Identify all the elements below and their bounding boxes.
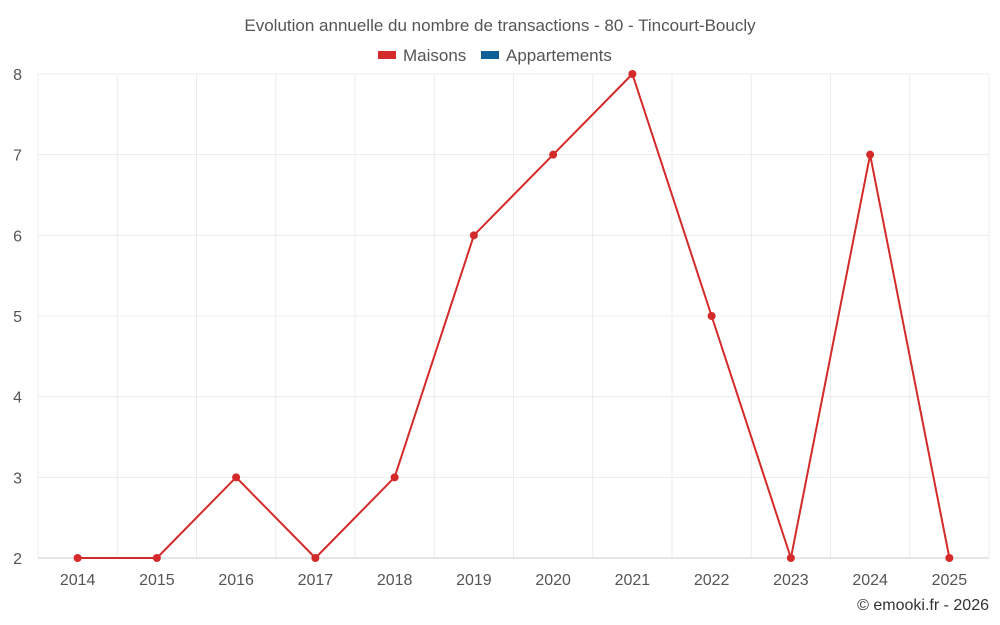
data-point-maisons-2014[interactable] <box>73 554 82 562</box>
data-point-maisons-2022[interactable] <box>707 312 716 320</box>
x-tick-label-2024: 2024 <box>852 572 888 589</box>
data-point-maisons-2019[interactable] <box>469 231 478 240</box>
x-tick-label-2017: 2017 <box>298 572 334 589</box>
y-tick-label-6: 6 <box>13 228 22 245</box>
data-point-maisons-2020[interactable] <box>549 150 558 159</box>
y-tick-label-5: 5 <box>13 309 22 326</box>
x-axis-ticks: 2014 2015 2016 2017 2018 2019 2020 2021 2022 2023… <box>60 572 967 589</box>
data-point-maisons-2023[interactable] <box>786 554 795 562</box>
legend-item-maisons[interactable]: Maisons <box>378 46 466 65</box>
data-point-maisons-2017[interactable] <box>311 554 320 562</box>
legend: Maisons Appartements <box>378 46 612 65</box>
x-tick-label-2020: 2020 <box>535 572 571 589</box>
chart-title: Evolution annuelle du nombre de transact… <box>244 16 756 35</box>
data-point-maisons-2018[interactable] <box>390 473 399 482</box>
data-point-maisons-2021[interactable] <box>628 70 637 78</box>
data-point-maisons-2024[interactable] <box>866 150 875 159</box>
x-tick-label-2014: 2014 <box>60 572 96 589</box>
legend-label-maisons: Maisons <box>403 46 466 65</box>
y-tick-label-7: 7 <box>13 148 22 165</box>
series-maisons <box>73 70 954 562</box>
x-tick-label-2016: 2016 <box>218 572 254 589</box>
x-tick-label-2019: 2019 <box>456 572 492 589</box>
data-point-maisons-2025[interactable] <box>945 554 954 562</box>
data-point-maisons-2015[interactable] <box>152 554 161 562</box>
legend-label-appartements: Appartements <box>506 46 612 65</box>
y-tick-label-8: 8 <box>13 67 22 84</box>
grid <box>37 73 990 558</box>
legend-swatch-maisons <box>378 51 396 59</box>
series-line-maisons <box>77 73 951 559</box>
y-tick-label-2: 2 <box>13 551 22 568</box>
x-tick-label-2018: 2018 <box>377 572 413 589</box>
x-tick-label-2023: 2023 <box>773 572 809 589</box>
y-tick-label-3: 3 <box>13 470 22 487</box>
x-tick-label-2022: 2022 <box>694 572 730 589</box>
x-tick-label-2025: 2025 <box>932 572 968 589</box>
x-tick-label-2015: 2015 <box>139 572 175 589</box>
credit-text: © emooki.fr - 2026 <box>857 597 989 614</box>
y-axis-ticks: 2 3 4 5 6 7 8 <box>13 67 22 568</box>
legend-item-appartements[interactable]: Appartements <box>481 46 612 65</box>
x-tick-label-2021: 2021 <box>615 572 651 589</box>
legend-swatch-appartements <box>481 51 499 59</box>
y-tick-label-4: 4 <box>13 390 22 407</box>
data-point-maisons-2016[interactable] <box>232 473 241 482</box>
